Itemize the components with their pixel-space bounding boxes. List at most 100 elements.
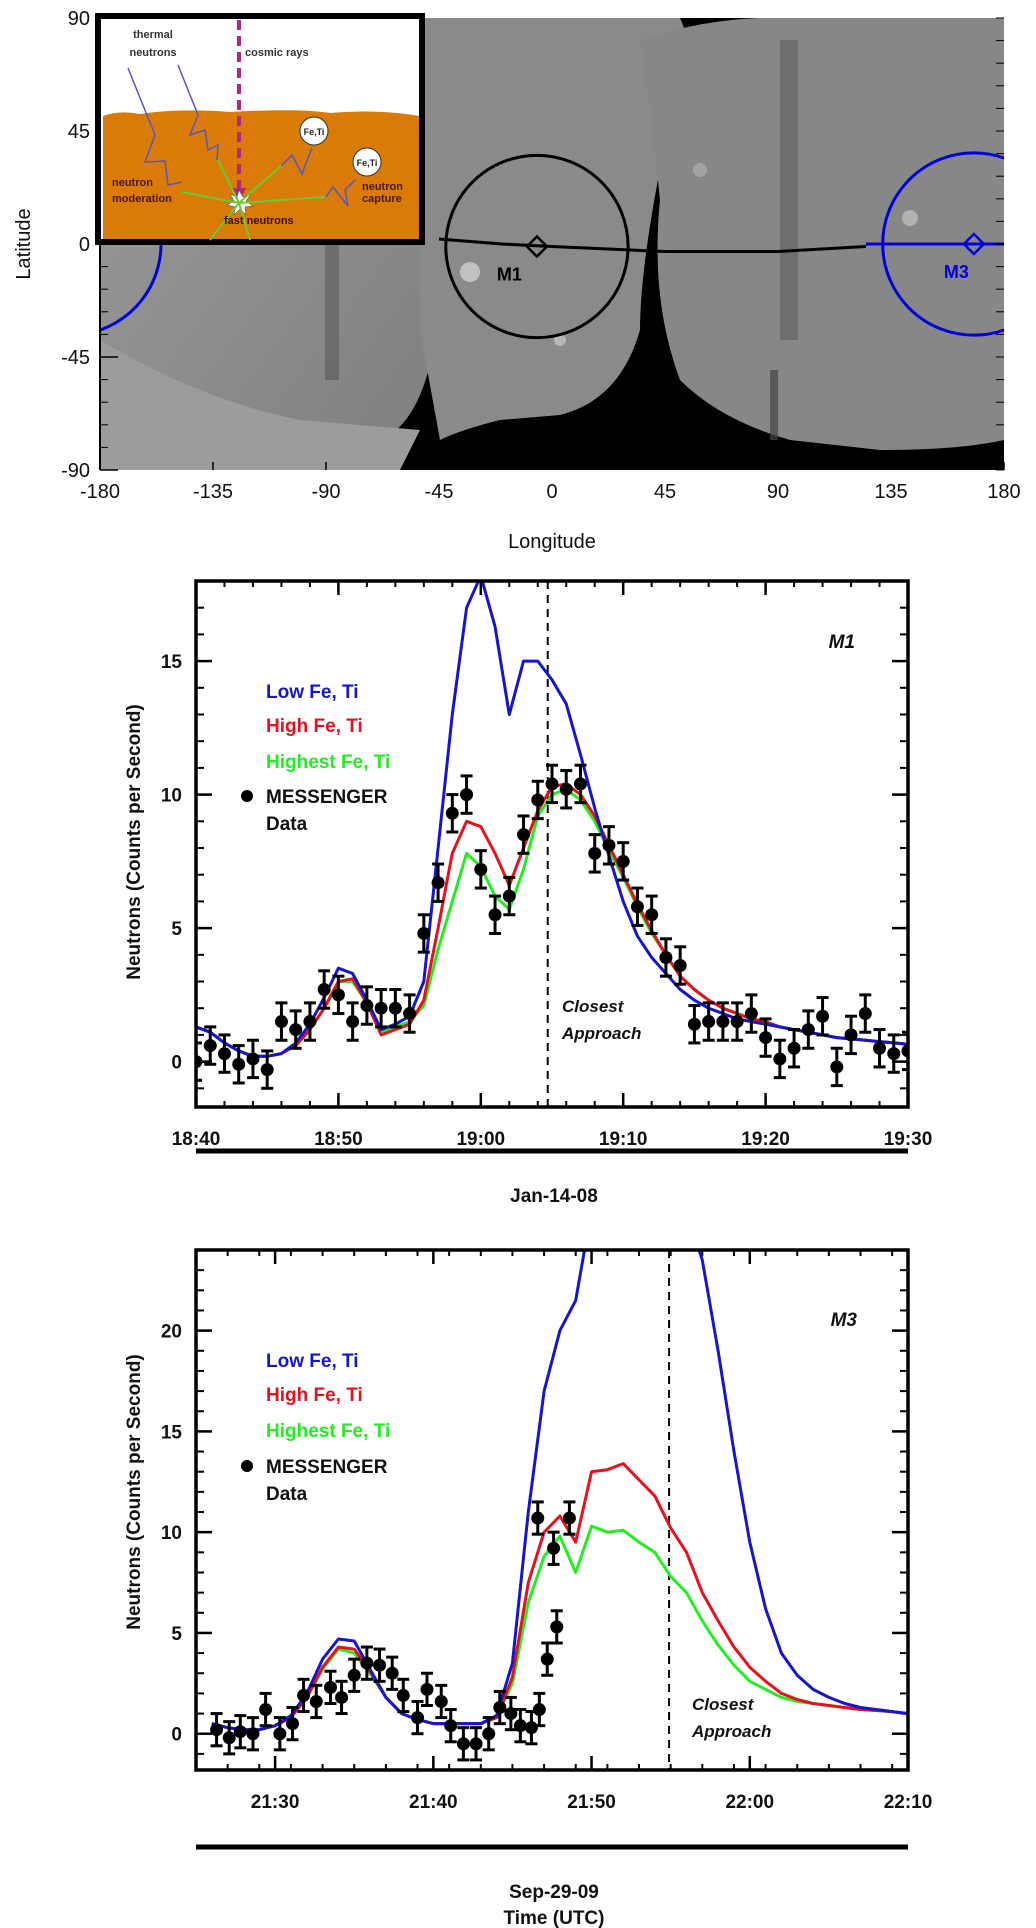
- m1-legend-high: High Fe, Ti: [266, 716, 363, 737]
- m1-data-point: [645, 894, 659, 935]
- m1-data-point: [716, 1001, 730, 1042]
- thermal-label-2: neutrons: [129, 47, 176, 59]
- dark-scarp-2: [780, 40, 798, 340]
- m3-y-tick-label: 20: [161, 1322, 182, 1343]
- map-x-tick-label: 135: [874, 481, 907, 503]
- m1-data-point: [787, 1028, 801, 1069]
- moderation-label-1: neutron: [112, 177, 153, 189]
- m3-data-point: [420, 1671, 434, 1708]
- m1-data-marker: [431, 876, 445, 890]
- m1-data-marker: [360, 999, 374, 1013]
- m1-data-marker: [331, 988, 345, 1002]
- m3-data-point: [444, 1708, 458, 1744]
- m3-x-tick-label: 22:00: [725, 1792, 774, 1813]
- m3-data-point: [504, 1695, 518, 1732]
- m3-data-point: [373, 1647, 387, 1683]
- m1-data-point: [588, 833, 602, 874]
- m3-data-point: [233, 1714, 247, 1750]
- footprint-circle-m1: [444, 153, 630, 340]
- m1-data-point: [602, 825, 616, 866]
- m1-data-marker: [232, 1057, 246, 1071]
- fe-ti-atom-2: [352, 147, 382, 177]
- m1-data-point: [331, 974, 345, 1016]
- m3-data-point: [335, 1679, 349, 1716]
- m1-data-marker: [602, 838, 616, 852]
- capture-path-1: [280, 147, 313, 176]
- m1-data-marker: [816, 1009, 830, 1023]
- m3-data-marker: [297, 1688, 311, 1702]
- map-y-tick-label: 45: [68, 121, 90, 143]
- m3-data-point: [513, 1708, 527, 1744]
- m3-data-point: [547, 1530, 561, 1566]
- fast-neutron-rays: [181, 157, 326, 241]
- m1-data-marker: [773, 1052, 787, 1066]
- m3-data-point: [531, 1500, 545, 1536]
- m1-data-marker: [217, 1047, 231, 1061]
- m1-data-point: [659, 937, 673, 978]
- m3-data-marker: [550, 1620, 564, 1634]
- m1-data-point: [730, 1001, 744, 1042]
- m1-data-point: [801, 1009, 815, 1050]
- m3-data-marker: [360, 1656, 374, 1670]
- m3-data-marker: [532, 1703, 546, 1717]
- m1-data-point: [274, 1001, 288, 1042]
- m3-series-high-fe-ti: [211, 1462, 908, 1732]
- m1-data-point: [816, 996, 830, 1037]
- m3-data-marker: [469, 1737, 483, 1751]
- m1-data-marker: [403, 1007, 417, 1021]
- m1-data-marker: [517, 828, 531, 842]
- m1-data-point: [388, 988, 402, 1029]
- m3-x-tick-label: 21:50: [567, 1792, 616, 1813]
- m1-data-point: [545, 763, 559, 805]
- m1-data-point: [687, 1004, 701, 1045]
- map-x-tick-label: 0: [546, 481, 557, 503]
- m3-data-marker: [434, 1694, 448, 1708]
- m1-data-point: [217, 1033, 231, 1074]
- m1-data-point: [531, 779, 545, 821]
- m1-data-point: [673, 945, 687, 986]
- m1-data-point: [488, 894, 502, 935]
- m1-data-marker: [460, 788, 474, 802]
- m1-legend-low: Low Fe, Ti: [266, 682, 359, 703]
- map-y-tick-label: 0: [79, 234, 90, 256]
- m1-data-marker: [844, 1028, 858, 1042]
- m1-data-marker: [573, 777, 587, 791]
- capture-label-2: capture: [362, 193, 402, 205]
- m3-data-point: [469, 1726, 483, 1762]
- m1-data-point: [502, 875, 516, 917]
- crater: [693, 163, 707, 177]
- m3-closest-approach-label-1: Closest: [692, 1695, 755, 1714]
- thermal-neutron-path-1: [127, 67, 183, 186]
- m1-data-point: [559, 769, 573, 810]
- map-x-tick-label: 180: [987, 481, 1020, 503]
- thermal-neutron-path-2: [177, 64, 219, 161]
- m3-data-marker: [385, 1666, 399, 1680]
- m1-data-point: [830, 1046, 844, 1088]
- m3-plot-area: 21:30 21:40 21:50 22:00 22:10 0 5 10 15 20: [161, 1248, 932, 1813]
- m3-data-point: [434, 1683, 448, 1720]
- m1-data-marker: [759, 1031, 773, 1045]
- m1-data-point: [346, 1001, 360, 1042]
- m1-data-point: [858, 993, 872, 1034]
- m1-data-marker: [801, 1023, 815, 1037]
- m3-data-marker: [547, 1541, 561, 1555]
- m1-legend-highest: Highest Fe, Ti: [266, 752, 390, 773]
- fe-ti-label-1: Fe,Ti: [304, 127, 325, 137]
- mercury-map-panel: M1 M3 90 45 0 -45 -90 -180 -135 -90 -45 0 45 90 135 1…: [13, 8, 1021, 553]
- m1-data-point: [759, 1017, 773, 1058]
- m1-data-point: [460, 774, 474, 815]
- m1-data-point: [403, 993, 417, 1034]
- m3-data-point: [246, 1716, 260, 1752]
- m3-legend-data-2: Data: [266, 1484, 308, 1505]
- m1-data-marker: [673, 958, 687, 972]
- m1-data-marker: [645, 908, 659, 922]
- map-x-tick-label: -135: [193, 481, 233, 503]
- m3-y-tick-label: 5: [171, 1624, 182, 1645]
- m3-data-point: [493, 1689, 507, 1726]
- m1-data-marker: [445, 806, 459, 820]
- m1-x-tick-label: 19:10: [599, 1129, 648, 1150]
- m3-data-point: [396, 1677, 410, 1714]
- m3-data-marker: [504, 1707, 518, 1721]
- footprint-circle-m3: [881, 151, 1004, 337]
- mosaic-east: [640, 18, 1004, 450]
